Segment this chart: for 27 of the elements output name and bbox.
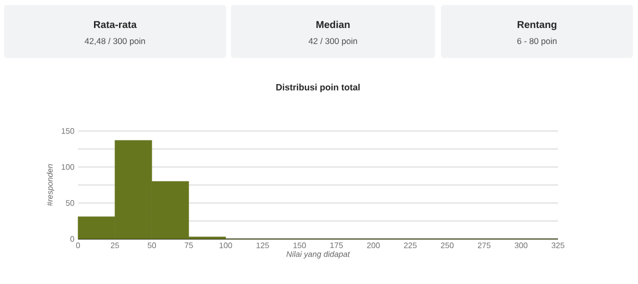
- x-tick-label: 275: [478, 242, 490, 248]
- x-tick-label: 125: [256, 242, 269, 248]
- x-tick-label: 25: [110, 242, 120, 248]
- text: Rata-rata: [94, 21, 137, 28]
- y-tick-label: 0: [70, 236, 74, 242]
- x-tick-label: 300: [514, 242, 528, 248]
- text: 42 / 300 poin: [308, 38, 358, 46]
- chart-title: Distribusi poin total: [276, 84, 360, 92]
- x-tick-label: 175: [330, 242, 343, 248]
- x-axis-title: Nilai yang didapat: [286, 251, 350, 259]
- y-tick-label: 150: [62, 128, 74, 134]
- y-axis-title: #responden: [46, 164, 54, 206]
- text: Rentang: [518, 21, 556, 30]
- x-tick-label: 225: [404, 242, 417, 248]
- y-tick-label: 50: [66, 200, 74, 206]
- text: 6 - 80 poin: [517, 38, 557, 46]
- x-tick-label: 0: [76, 242, 80, 248]
- x-tick-label: 75: [184, 242, 193, 248]
- x-tick-label: 150: [293, 242, 306, 248]
- x-tick-label: 250: [440, 242, 454, 248]
- x-tick-label: 200: [367, 242, 380, 248]
- x-tick-label: 100: [220, 242, 232, 248]
- y-tick-label: 100: [62, 164, 74, 170]
- x-tick-label: 50: [148, 242, 156, 248]
- x-tick-label: 325: [552, 242, 564, 248]
- text: Median: [316, 20, 350, 28]
- text: 42,48 / 300 poin: [84, 38, 145, 46]
